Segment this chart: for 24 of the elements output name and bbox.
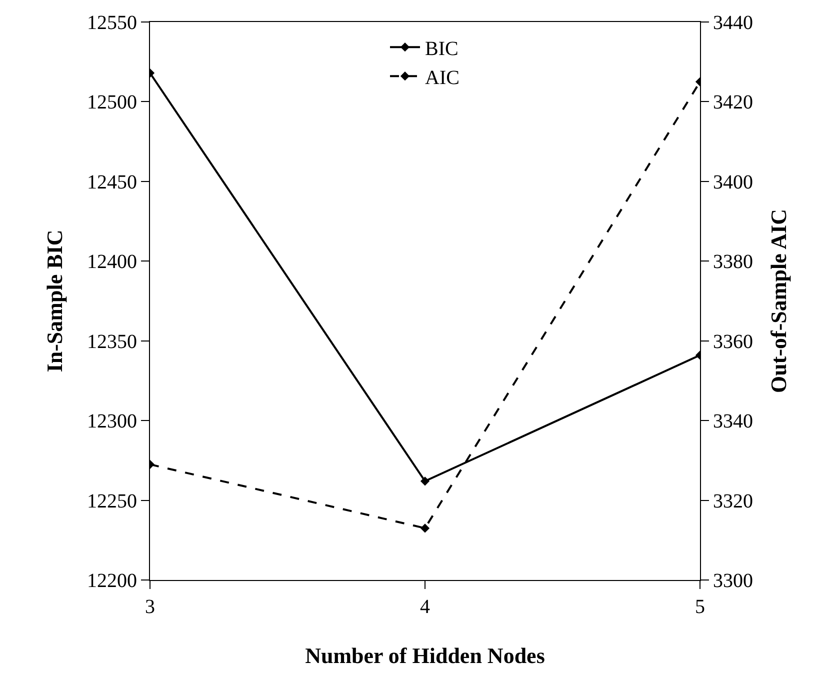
x-tick-label: 5 — [695, 596, 705, 618]
x-tick-label: 3 — [145, 596, 155, 618]
y-tick-label: 12500 — [87, 92, 137, 114]
y-tick-label: 12550 — [87, 12, 137, 34]
y2-tick-label: 3420 — [713, 92, 753, 114]
y-tick-label: 12300 — [87, 410, 137, 433]
y2-tick-label: 3320 — [713, 490, 753, 512]
x-axis-title: Number of Hidden Nodes — [305, 642, 546, 668]
y-tick-label: 12200 — [87, 570, 137, 592]
y2-tick-label: 3300 — [713, 570, 753, 592]
y-axis-title: In-Sample BIC — [42, 230, 67, 372]
x-tick-label: 4 — [420, 596, 430, 618]
y-tick-label: 12250 — [87, 490, 137, 512]
y2-tick-label: 3400 — [713, 171, 753, 194]
y2-tick-label: 3440 — [713, 12, 753, 34]
y-tick-label: 12450 — [87, 171, 137, 194]
y-tick-label: 12400 — [87, 251, 137, 274]
legend-label: AIC — [425, 66, 460, 89]
y2-tick-label: 3340 — [713, 410, 753, 433]
y2-tick-label: 3360 — [713, 330, 753, 353]
y2-axis-title: Out-of-Sample AIC — [766, 209, 791, 393]
y2-tick-label: 3380 — [713, 251, 753, 274]
y-tick-label: 12350 — [87, 330, 137, 353]
legend-label: BIC — [425, 38, 458, 60]
